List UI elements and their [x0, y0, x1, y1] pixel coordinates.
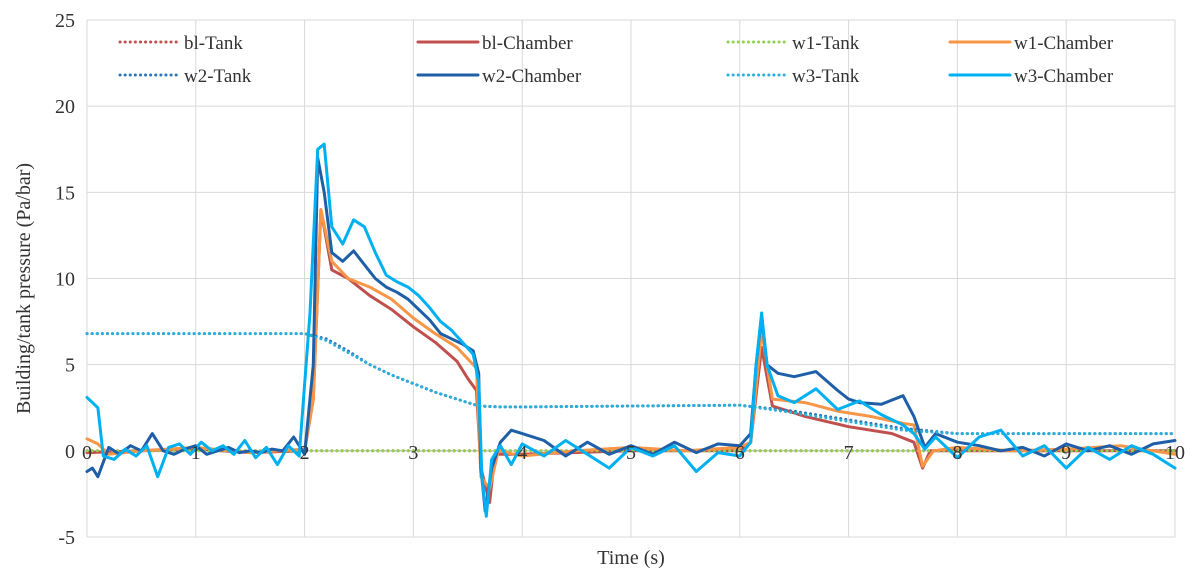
legend-label: w1-Tank: [792, 33, 860, 54]
series-line-w3-tank: [85, 332, 1177, 436]
x-tick-label: 7: [844, 442, 854, 464]
y-tick-label: 5: [65, 355, 75, 377]
legend-label: w2-Chamber: [482, 66, 582, 87]
y-tick-label: 15: [55, 182, 75, 204]
x-tick-label: 5: [626, 442, 636, 464]
y-tick-label: 20: [55, 96, 75, 118]
x-tick-label: 9: [1061, 442, 1071, 464]
y-tick-label: -5: [58, 527, 75, 549]
y-tick-label: 0: [65, 441, 75, 463]
series-lines: [85, 142, 1177, 518]
y-tick-label: 10: [55, 269, 75, 291]
legend-label: bl-Tank: [184, 33, 243, 54]
x-tick-label: 1: [191, 442, 201, 464]
legend-label: w3-Chamber: [1014, 66, 1114, 87]
legend: bl-Tank bl-Chamber w1-Tank w1-Chamber w2-Tan…: [118, 33, 1114, 87]
x-tick-label: 10: [1165, 442, 1185, 464]
legend-label: w3-Tank: [792, 66, 860, 87]
x-tick-label: 0: [82, 442, 92, 464]
tick-labels: -5 0 5 10 15 20 25 0 1 2 3 4 5 6 7 8 9 10: [55, 10, 1185, 549]
y-axis-title: Building/tank pressure (Pa/bar): [13, 163, 35, 414]
legend-label: bl-Chamber: [482, 33, 573, 54]
x-tick-label: 3: [408, 442, 418, 464]
x-tick-label: 6: [735, 442, 745, 464]
x-tick-label: 8: [952, 442, 962, 464]
y-tick-label: 25: [55, 10, 75, 32]
series-line-w3-chamber: [85, 142, 1177, 518]
x-tick-label: 4: [517, 442, 527, 464]
legend-label: w1-Chamber: [1014, 33, 1114, 54]
x-axis-title: Time (s): [597, 547, 665, 569]
legend-label: w2-Tank: [184, 66, 252, 87]
x-tick-label: 2: [300, 442, 310, 464]
